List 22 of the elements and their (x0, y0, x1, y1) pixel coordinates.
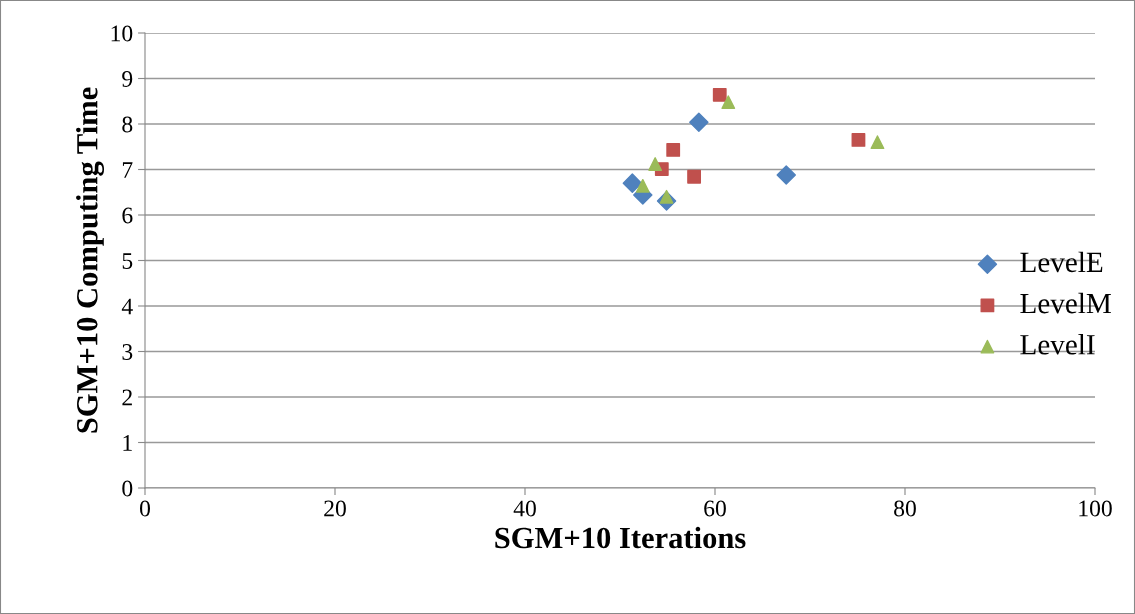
y-tick-label: 3 (122, 344, 133, 360)
y-tick-label: 0 (122, 480, 133, 497)
y-tick-label: 6 (122, 207, 133, 224)
legend-label: LevelM (1020, 292, 1111, 314)
x-tick-label: 100 (1079, 500, 1112, 517)
x-tick-label: 80 (894, 500, 916, 517)
y-tick-label: 10 (111, 25, 133, 42)
x-axis-title: SGM+10 Iterations (495, 526, 746, 549)
y-tick-label: 1 (123, 435, 132, 451)
x-tick-label: 0 (140, 500, 150, 517)
y-tick-label: 9 (122, 71, 133, 87)
y-axis-title: SGM+10 Computing Time (76, 87, 105, 433)
y-tick-label: 8 (122, 116, 133, 133)
y-tick-label: 7 (122, 162, 133, 178)
y-tick-label: 2 (122, 389, 132, 406)
legend-label: LevelI (1020, 334, 1095, 355)
y-tick-label: 4 (121, 298, 133, 315)
x-tick-label: 40 (513, 500, 536, 517)
x-tick-label: 20 (324, 500, 346, 517)
legend-label: LevelE (1020, 251, 1103, 273)
y-tick-label: 5 (122, 253, 133, 269)
x-tick-label: 60 (704, 500, 726, 517)
